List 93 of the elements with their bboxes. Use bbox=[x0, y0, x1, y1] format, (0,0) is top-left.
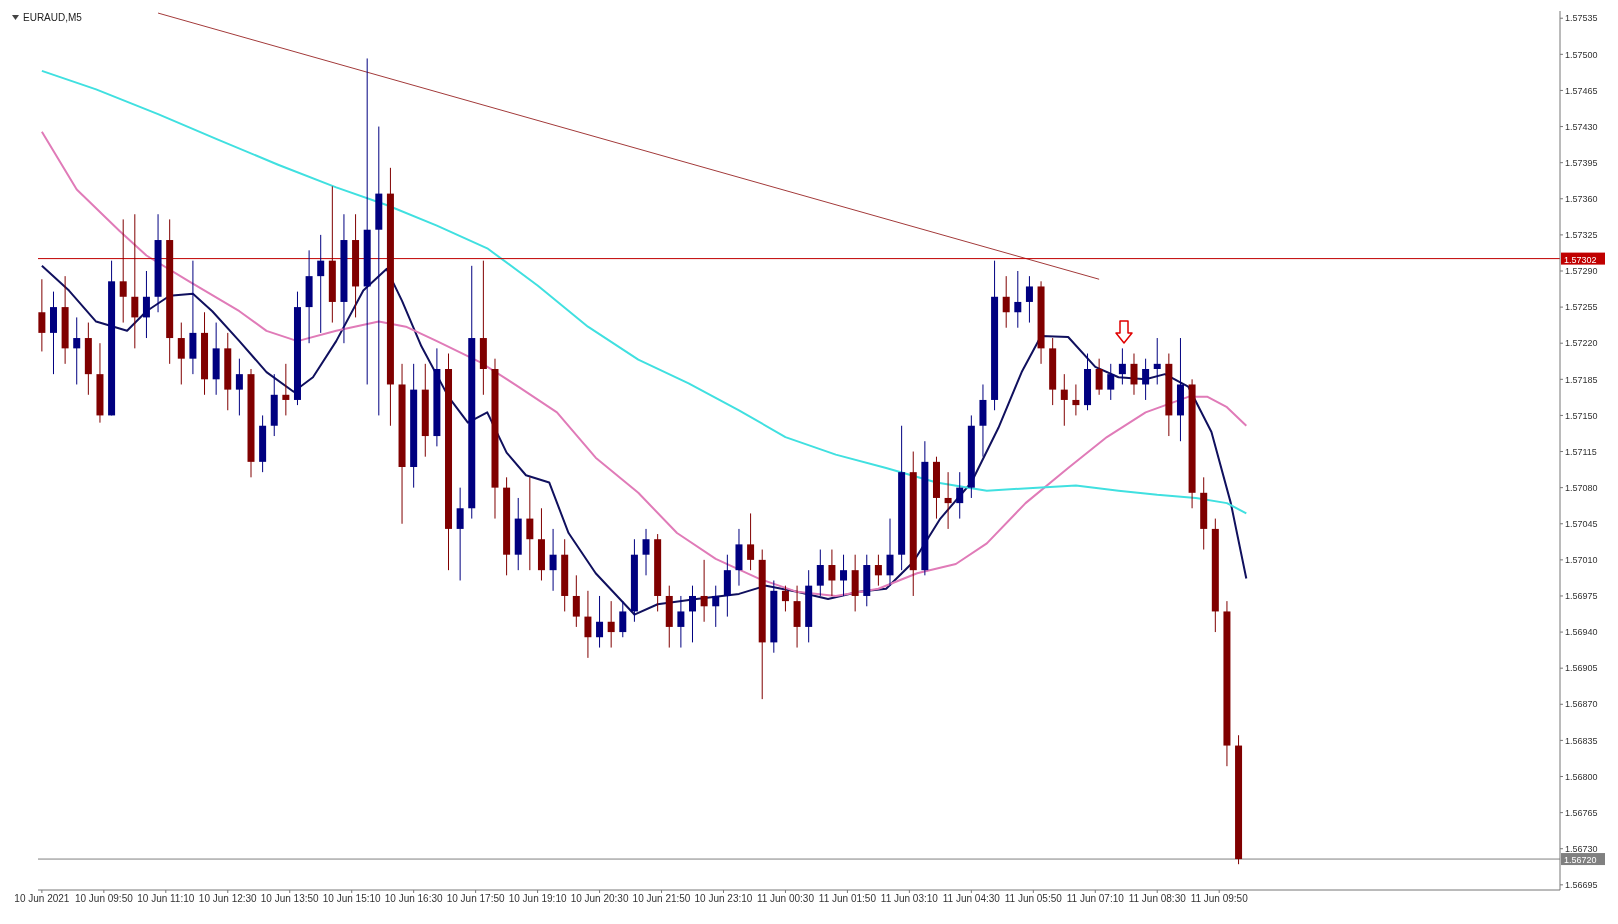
candlestick bbox=[38, 278, 46, 352]
candlestick bbox=[235, 358, 243, 416]
line-series bbox=[40, 264, 1248, 616]
x-tick-label: 10 Jun 23:10 bbox=[694, 893, 753, 905]
candlestick bbox=[73, 316, 81, 385]
y-tick-label: 1.56870 bbox=[1565, 699, 1598, 710]
candlestick bbox=[828, 549, 836, 597]
x-tick-label: 10 Jun 19:10 bbox=[508, 893, 567, 905]
x-tick-label: 11 Jun 05:50 bbox=[1004, 893, 1063, 905]
y-tick-label: 1.57045 bbox=[1565, 518, 1598, 529]
x-tick-label: 10 Jun 17:50 bbox=[446, 893, 505, 905]
y-tick-label: 1.57150 bbox=[1565, 410, 1598, 421]
y-tick-label: 1.56730 bbox=[1565, 843, 1598, 854]
y-tick-label: 1.57430 bbox=[1565, 121, 1598, 132]
y-tick-label: 1.57080 bbox=[1565, 482, 1598, 493]
candlestick bbox=[607, 600, 615, 649]
candlestick bbox=[886, 518, 894, 587]
x-tick-label: 10 Jun 20:30 bbox=[570, 893, 629, 905]
candlestick bbox=[816, 549, 824, 597]
candlestick bbox=[619, 600, 627, 638]
y-tick-label: 1.57290 bbox=[1565, 266, 1598, 277]
y-tick-label: 1.57010 bbox=[1565, 555, 1598, 566]
ref-line-label: 1.57302 bbox=[1564, 254, 1597, 265]
line-series bbox=[40, 69, 1248, 515]
candlestick bbox=[1130, 353, 1138, 396]
candlestick bbox=[119, 218, 127, 324]
candlestick bbox=[1153, 337, 1161, 385]
candlestick bbox=[549, 528, 557, 592]
candlestick bbox=[1107, 363, 1115, 401]
y-tick-label: 1.57185 bbox=[1565, 374, 1598, 385]
x-tick-label: 11 Jun 04:30 bbox=[942, 893, 1001, 905]
chart-title: EURAUD,M5 bbox=[23, 12, 82, 23]
candlestick bbox=[1095, 358, 1103, 396]
candlestick bbox=[572, 574, 580, 628]
candlestick bbox=[1002, 275, 1010, 329]
y-tick-label: 1.57360 bbox=[1565, 193, 1598, 204]
candlestick bbox=[596, 595, 604, 649]
y-tick-label: 1.56975 bbox=[1565, 591, 1598, 602]
x-tick-label: 10 Jun 11:10 bbox=[137, 893, 195, 905]
x-tick-label: 10 Jun 13:50 bbox=[260, 893, 320, 905]
candlestick bbox=[1118, 347, 1126, 385]
y-tick-label: 1.57465 bbox=[1565, 85, 1598, 96]
x-tick-label: 10 Jun 12:30 bbox=[198, 893, 258, 905]
y-tick-label: 1.57255 bbox=[1565, 302, 1598, 313]
candlestick bbox=[1142, 358, 1150, 401]
candlestick bbox=[456, 487, 464, 581]
candlestick bbox=[712, 585, 720, 628]
x-tick-label: 11 Jun 00:30 bbox=[756, 893, 815, 905]
y-tick-label: 1.56695 bbox=[1565, 880, 1598, 891]
candlestick bbox=[956, 471, 964, 520]
y-tick-label: 1.57220 bbox=[1565, 338, 1598, 349]
candlestick bbox=[526, 476, 534, 571]
x-tick-label: 10 Jun 15:10 bbox=[322, 893, 382, 905]
y-tick-label: 1.57325 bbox=[1565, 230, 1598, 241]
candlestick bbox=[282, 363, 290, 416]
candlestick bbox=[874, 554, 882, 587]
x-tick-label: 10 Jun 09:50 bbox=[74, 893, 134, 905]
candlestick bbox=[747, 512, 755, 571]
x-tick-label: 11 Jun 09:50 bbox=[1190, 893, 1249, 905]
y-tick-label: 1.57395 bbox=[1565, 157, 1598, 168]
candlestick bbox=[1025, 275, 1033, 324]
ref-line-label: 1.56720 bbox=[1564, 855, 1597, 866]
y-tick-label: 1.57115 bbox=[1565, 446, 1597, 457]
candlestick bbox=[840, 554, 848, 597]
candlestick bbox=[317, 234, 325, 334]
y-tick-label: 1.56905 bbox=[1565, 663, 1598, 674]
y-tick-label: 1.57500 bbox=[1565, 49, 1598, 60]
x-tick-label: 10 Jun 2021 bbox=[14, 893, 70, 905]
candlestick bbox=[1072, 383, 1080, 416]
candlestick bbox=[677, 595, 685, 649]
x-tick-label: 11 Jun 01:50 bbox=[818, 893, 877, 905]
candlestick bbox=[584, 590, 592, 659]
candlestick bbox=[1014, 270, 1022, 329]
candlestick bbox=[781, 585, 789, 612]
x-tick-label: 11 Jun 03:10 bbox=[880, 893, 939, 905]
line-series bbox=[40, 130, 1248, 597]
candlestick bbox=[700, 559, 708, 623]
x-tick-label: 11 Jun 08:30 bbox=[1128, 893, 1187, 905]
x-tick-label: 10 Jun 21:50 bbox=[632, 893, 691, 905]
candlestick bbox=[1060, 373, 1068, 427]
candlestick bbox=[142, 270, 150, 339]
y-tick-label: 1.57535 bbox=[1565, 13, 1598, 24]
candlestick bbox=[689, 585, 696, 643]
x-tick-label: 10 Jun 16:30 bbox=[384, 893, 444, 905]
y-tick-label: 1.56765 bbox=[1565, 807, 1598, 818]
y-tick-label: 1.56800 bbox=[1565, 771, 1598, 782]
candlestick bbox=[642, 528, 650, 576]
candlestick bbox=[177, 322, 185, 385]
y-tick-label: 1.56940 bbox=[1565, 627, 1598, 638]
candlestick bbox=[944, 471, 952, 530]
x-tick-label: 11 Jun 07:10 bbox=[1066, 893, 1125, 905]
candlestick bbox=[131, 213, 139, 349]
y-tick-label: 1.56835 bbox=[1565, 735, 1598, 746]
